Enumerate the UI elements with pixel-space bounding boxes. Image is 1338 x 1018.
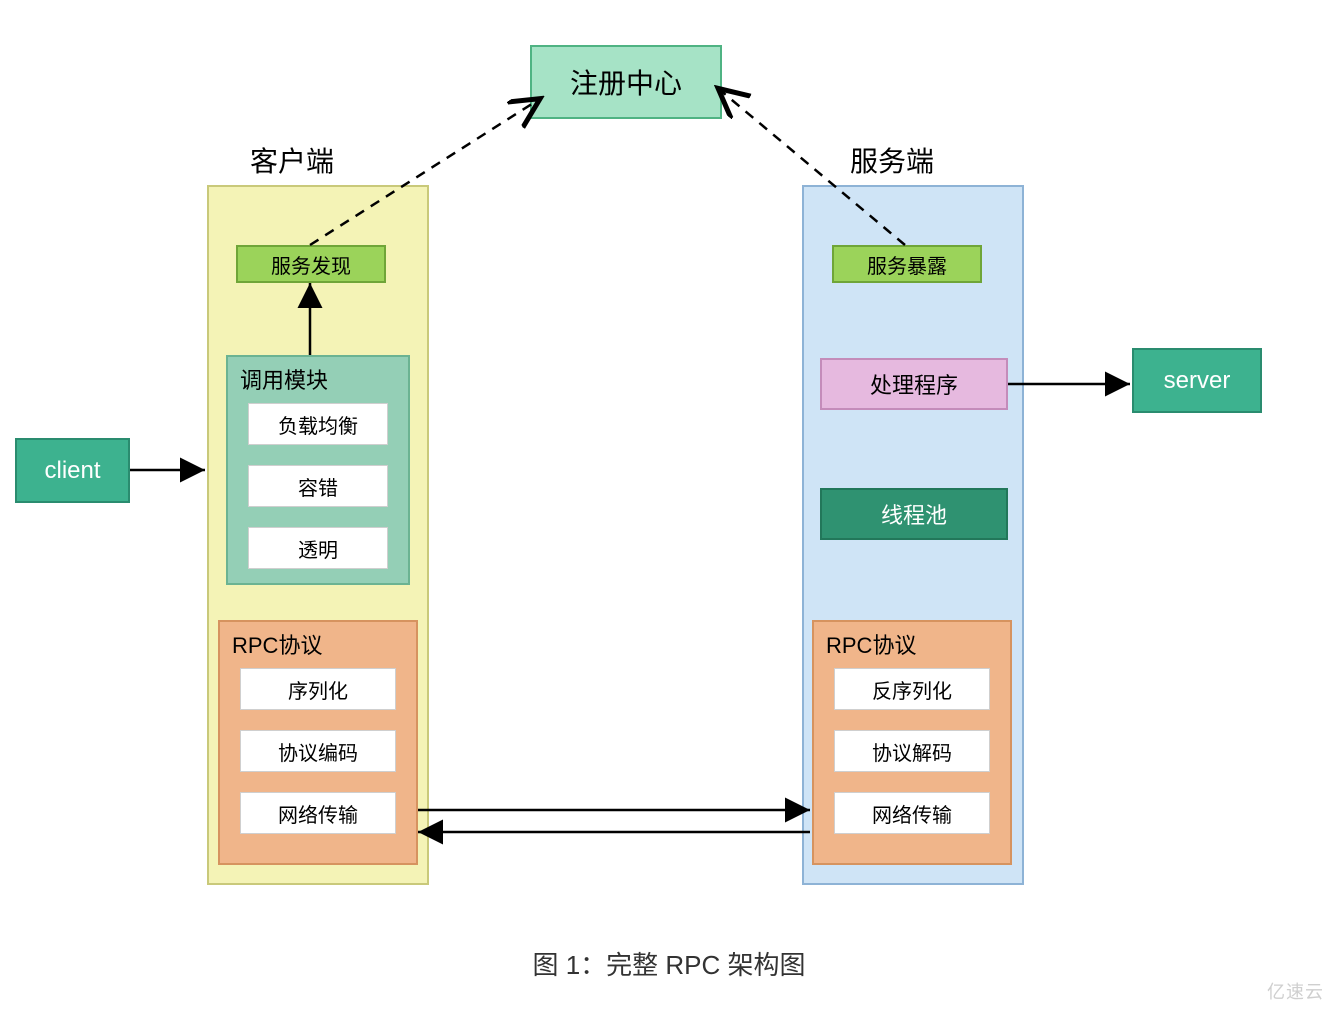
client-rpc-item-2: 网络传输 bbox=[240, 792, 396, 834]
invoke-item-1-label: 容错 bbox=[298, 472, 338, 501]
invoke-item-0-label: 负载均衡 bbox=[278, 410, 358, 439]
threadpool-node: 线程池 bbox=[820, 488, 1008, 540]
handler-node: 处理程序 bbox=[820, 358, 1008, 410]
server-cell-label: server bbox=[1164, 367, 1231, 395]
server-rpc-item-1: 协议解码 bbox=[834, 730, 990, 772]
server-rpc-item-1-label: 协议解码 bbox=[872, 737, 952, 766]
invoke-item-2: 透明 bbox=[248, 527, 388, 569]
client-rpc-item-1: 协议编码 bbox=[240, 730, 396, 772]
server-rpc-item-2-label: 网络传输 bbox=[872, 799, 952, 828]
client-rpc-item-0: 序列化 bbox=[240, 668, 396, 710]
invoke-item-1: 容错 bbox=[248, 465, 388, 507]
client-cell: client bbox=[15, 438, 130, 503]
server-cell: server bbox=[1132, 348, 1262, 413]
client-service-discovery: 服务发现 bbox=[236, 245, 386, 283]
registry-node: 注册中心 bbox=[530, 45, 722, 119]
server-service-expose: 服务暴露 bbox=[832, 245, 982, 283]
client-rpc-item-0-label: 序列化 bbox=[288, 675, 348, 704]
diagram-caption: 图 1：完整 RPC 架构图 bbox=[0, 945, 1338, 982]
threadpool-label: 线程池 bbox=[881, 498, 947, 530]
client-discovery-label: 服务发现 bbox=[271, 250, 351, 279]
server-rpc-item-0: 反序列化 bbox=[834, 668, 990, 710]
arrows-overlay bbox=[0, 0, 1338, 1018]
invoke-item-0: 负载均衡 bbox=[248, 403, 388, 445]
client-title: 客户端 bbox=[250, 140, 334, 180]
server-rpc-title: RPC协议 bbox=[826, 628, 916, 660]
server-rpc-item-0-label: 反序列化 bbox=[872, 675, 952, 704]
client-rpc-item-1-label: 协议编码 bbox=[278, 737, 358, 766]
watermark: 亿速云 bbox=[1267, 978, 1324, 1004]
handler-label: 处理程序 bbox=[870, 368, 958, 400]
diagram-canvas: 注册中心 客户端 服务端 client server 服务发现 服务暴露 调用模… bbox=[0, 0, 1338, 1018]
registry-label: 注册中心 bbox=[570, 62, 682, 102]
client-cell-label: client bbox=[44, 457, 100, 485]
invoke-module-title: 调用模块 bbox=[240, 363, 328, 395]
client-rpc-item-2-label: 网络传输 bbox=[278, 799, 358, 828]
server-expose-label: 服务暴露 bbox=[867, 250, 947, 279]
invoke-item-2-label: 透明 bbox=[298, 534, 338, 563]
server-rpc-item-2: 网络传输 bbox=[834, 792, 990, 834]
server-title: 服务端 bbox=[850, 140, 934, 180]
client-rpc-title: RPC协议 bbox=[232, 628, 322, 660]
